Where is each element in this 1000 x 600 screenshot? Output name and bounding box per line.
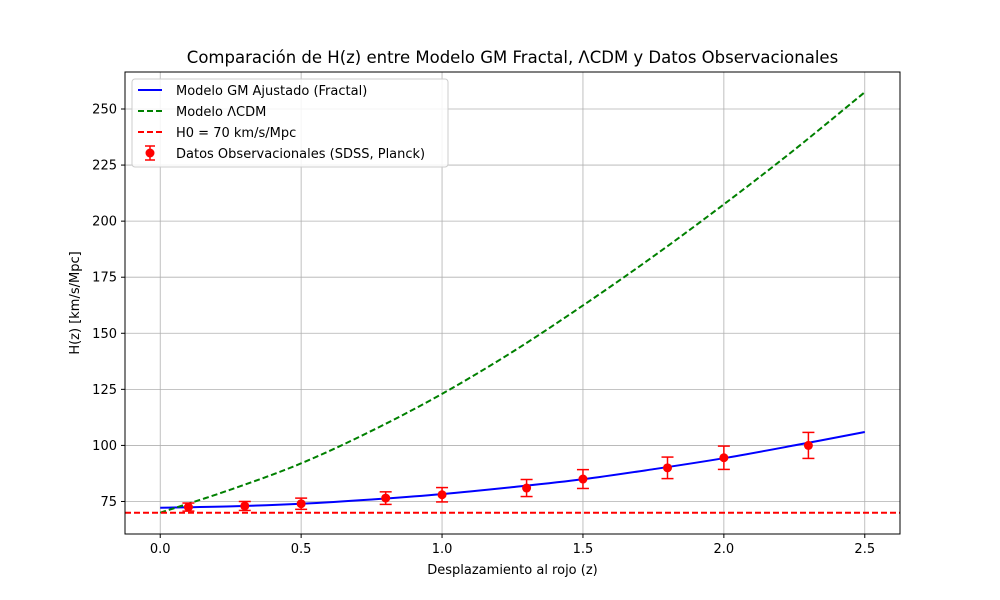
- data-marker: [522, 483, 532, 493]
- x-tick-label: 1.5: [573, 542, 594, 557]
- y-tick-label: 175: [92, 271, 117, 286]
- data-point: [520, 478, 533, 498]
- x-tick-label: 0.0: [150, 542, 171, 557]
- plot-area-frame: [124, 71, 901, 535]
- data-point: [238, 500, 251, 512]
- data-point: [576, 468, 589, 490]
- data-marker: [437, 490, 447, 500]
- data-marker: [719, 453, 729, 463]
- legend-box: [131, 78, 449, 168]
- y-tick-label: 150: [92, 327, 117, 342]
- data-marker: [663, 463, 672, 473]
- data-point: [802, 431, 815, 460]
- series-line-1: [159, 91, 866, 514]
- legend-label-lcdm: Modelo ΛCDM: [176, 105, 266, 120]
- x-axis-label: Desplazamiento al rojo (z): [427, 563, 598, 578]
- data-point: [295, 497, 308, 511]
- y-tick-label: 125: [92, 383, 117, 398]
- legend-swatch-data: [145, 145, 155, 161]
- data-point: [379, 491, 392, 506]
- data-marker: [296, 499, 306, 509]
- y-axis-label: H(z) [km/s/Mpc]: [68, 251, 83, 354]
- data-marker: [578, 474, 588, 484]
- legend-label-h0: H0 = 70 km/s/Mpc: [176, 126, 296, 141]
- legend-label-data: Datos Observacionales (SDSS, Planck): [176, 147, 425, 162]
- data-point: [436, 486, 449, 503]
- data-marker: [183, 502, 193, 512]
- series-line-0: [160, 430, 865, 509]
- data-marker: [240, 501, 250, 511]
- legend: Modelo GM Ajustado (Fractal) Modelo ΛCDM…: [131, 78, 449, 168]
- y-tick-label: 75: [100, 495, 117, 510]
- chart-title: Comparación de H(z) entre Modelo GM Frac…: [187, 48, 838, 67]
- data-point: [182, 502, 195, 512]
- y-tick-label: 225: [92, 159, 117, 174]
- data-marker: [803, 440, 813, 450]
- y-tick-label: 100: [92, 439, 117, 454]
- data-marker: [381, 493, 391, 503]
- axis-ticks: 0.0 0.5 1.0 1.5 2.0 2.5 75 100 125 150 175 200 225 25…: [92, 103, 875, 557]
- x-tick-label: 1.0: [432, 542, 453, 557]
- x-tick-label: 0.5: [291, 542, 312, 557]
- legend-label-fractal: Modelo GM Ajustado (Fractal): [176, 84, 367, 99]
- y-tick-label: 250: [92, 103, 117, 118]
- plot-series: [125, 91, 900, 514]
- data-point: [717, 445, 730, 471]
- x-tick-label: 2.5: [854, 542, 875, 557]
- data-point: [661, 456, 674, 480]
- x-tick-label: 2.0: [714, 542, 735, 557]
- y-tick-label: 200: [92, 215, 117, 230]
